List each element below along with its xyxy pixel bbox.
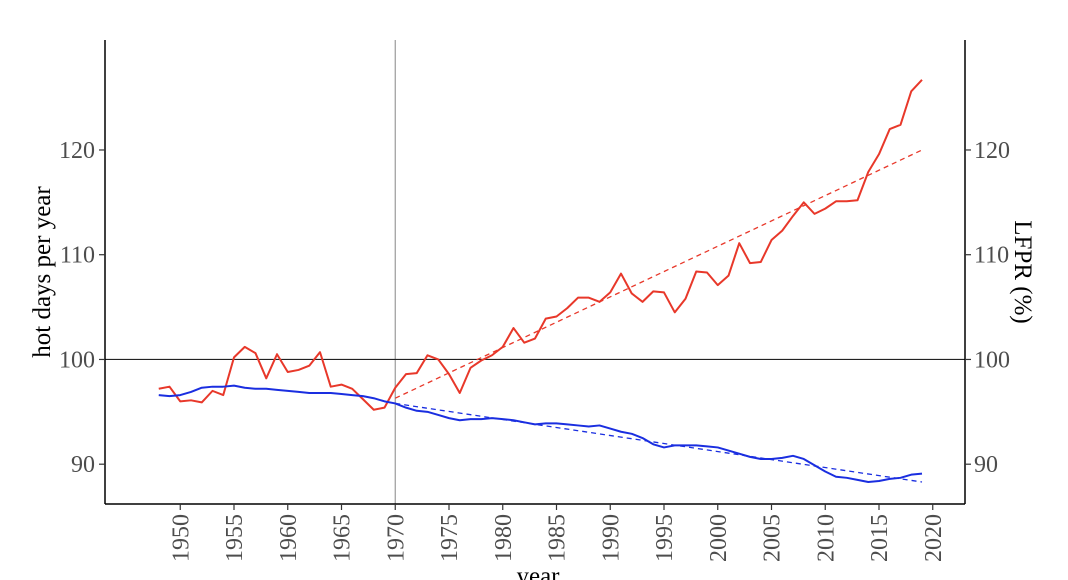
y2-tick-label: 90 — [974, 452, 998, 478]
x-tick-label: 1995 — [652, 514, 678, 562]
x-tick-label: 1975 — [437, 514, 463, 562]
y-axis-title: hot days per year — [29, 186, 56, 358]
trend-line-1 — [394, 149, 923, 399]
y2-tick-label: 110 — [974, 243, 1009, 269]
x-tick-label: 1970 — [383, 514, 409, 562]
x-tick-label: 2005 — [760, 514, 786, 562]
axes-layer: 1950 1955 1960 1965 1970 1975 1980 1985 1990 1995… — [59, 40, 1010, 562]
y2-axis-title: LFPR (%) — [1009, 220, 1036, 323]
x-tick-label: 1985 — [545, 514, 571, 562]
trend-line-3 — [395, 402, 923, 483]
series-line-2 — [158, 384, 923, 483]
x-tick-label: 1960 — [276, 514, 302, 562]
x-tick-label: 1955 — [222, 514, 248, 562]
x-axis-title: year — [516, 563, 560, 580]
x-tick-label: 1990 — [598, 514, 624, 562]
x-tick-label: 1980 — [491, 514, 517, 562]
x-tick-label: 1950 — [168, 514, 194, 562]
x-tick-label: 1965 — [330, 514, 356, 562]
y-tick-label: 100 — [59, 347, 95, 373]
y-tick-label: 120 — [59, 138, 95, 164]
x-tick-label: 2015 — [867, 514, 893, 562]
y-tick-label: 110 — [60, 243, 95, 269]
y2-tick-label: 120 — [974, 138, 1010, 164]
x-tick-label: 2010 — [813, 514, 839, 562]
series-layer — [105, 40, 965, 504]
y-tick-label: 90 — [71, 452, 95, 478]
y2-tick-label: 100 — [974, 347, 1010, 373]
x-tick-label: 2000 — [706, 514, 732, 562]
series-line-0 — [158, 79, 923, 411]
x-tick-label: 2020 — [921, 514, 947, 562]
